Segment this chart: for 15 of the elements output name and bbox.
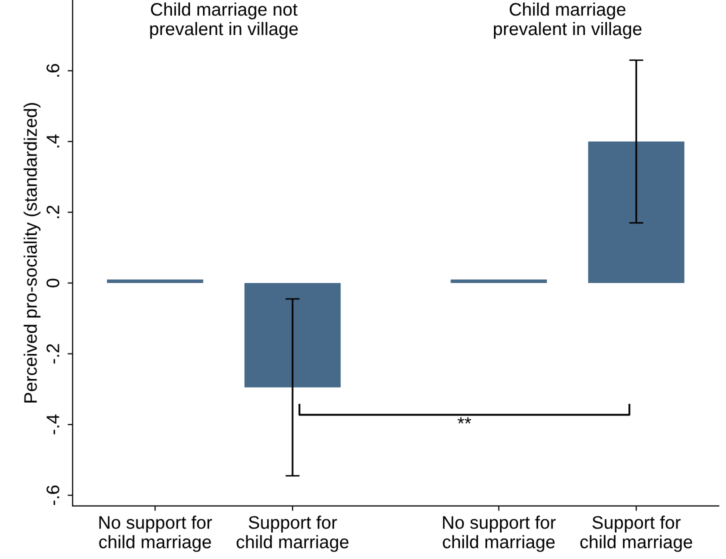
annotation: Child marriage not prevalent in village bbox=[150, 2, 298, 39]
y-tick-label: -.4 bbox=[46, 414, 60, 434]
annotation: ** bbox=[458, 417, 472, 424]
x-tick-label: Support for child marriage bbox=[580, 516, 692, 552]
x-tick-label: No support for child marriage bbox=[99, 516, 212, 552]
y-tick-label: .4 bbox=[46, 134, 60, 148]
y-tick-label: -.2 bbox=[46, 344, 60, 364]
y-tick-label: 0 bbox=[46, 278, 60, 288]
x-tick-label: No support for child marriage bbox=[442, 516, 556, 552]
y-tick-label: -.6 bbox=[46, 486, 60, 506]
x-tick-label: Support for child marriage bbox=[236, 516, 348, 552]
y-axis-title: Perceived pro-sociality (standardized) bbox=[24, 103, 40, 402]
y-tick-label: .2 bbox=[46, 206, 60, 218]
y-tick-label: .6 bbox=[46, 64, 60, 77]
annotation: Child marriage prevalent in village bbox=[494, 2, 642, 39]
